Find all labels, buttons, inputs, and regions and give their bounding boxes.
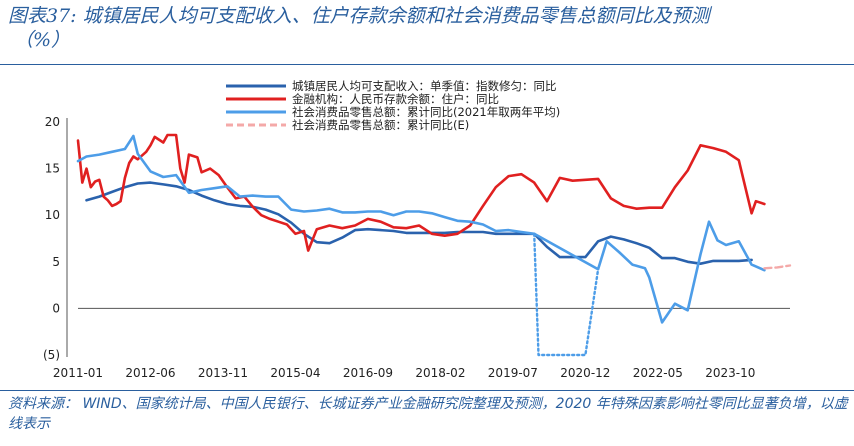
series-line — [76, 133, 766, 252]
chart-legend: 城镇居民人均可支配收入：单季值：指数修匀：同比金融机构：人民币存款余额：住户：同… — [226, 79, 560, 132]
series-line — [533, 232, 600, 357]
x-tick-label: 2013-11 — [198, 366, 248, 380]
x-tick-label: 2019-07 — [488, 366, 538, 380]
chart-series — [76, 133, 792, 357]
source-note: 资料来源： WIND、国家统计局、中国人民银行、长城证券产业金融研究院整理及预测… — [8, 396, 848, 432]
legend-label: 社会消费品零售总额：累计同比(E) — [292, 118, 469, 132]
legend-label: 社会消费品零售总额：累计同比(2021年取两年平均) — [292, 105, 560, 119]
x-tick-label: 2011-01 — [53, 366, 103, 380]
series-line — [76, 134, 766, 324]
title-rule — [0, 64, 854, 65]
series-line — [85, 181, 753, 266]
chart-canvas: 城镇居民人均可支配收入：单季值：指数修匀：同比金融机构：人民币存款余额：住户：同… — [43, 79, 792, 380]
legend-label: 城镇居民人均可支配收入：单季值：指数修匀：同比 — [292, 79, 557, 93]
y-tick-label: 15 — [45, 162, 60, 176]
x-tick-label: 2016-09 — [343, 366, 393, 380]
legend-label: 金融机构：人民币存款余额：住户：同比 — [292, 92, 499, 106]
y-tick-label: 5 — [52, 255, 60, 269]
source-rule — [0, 390, 854, 391]
chart-axes: 20 15 10 5 0 (5) 2011-01 2012-06 2013-11 2015-04 2… — [43, 115, 790, 380]
y-tick-label: 10 — [45, 208, 60, 222]
chart-title-line2: （%） — [14, 29, 71, 51]
y-tick-label: (5) — [43, 348, 60, 362]
x-tick-label: 2012-06 — [125, 366, 175, 380]
x-tick-label: 2022-05 — [633, 366, 683, 380]
y-tick-label: 20 — [45, 115, 60, 129]
chart-title: 图表37: 城镇居民人均可支配收入、住户存款余额和社会消费品零售总额同比及预测 … — [8, 4, 854, 52]
x-tick-label: 2023-10 — [705, 366, 755, 380]
x-tick-label: 2020-12 — [560, 366, 610, 380]
series-line — [763, 264, 792, 270]
chart-title-line1: 图表37: 城镇居民人均可支配收入、住户存款余额和社会消费品零售总额同比及预测 — [8, 5, 710, 27]
x-tick-label: 2015-04 — [270, 366, 320, 380]
x-tick-label: 2018-02 — [415, 366, 465, 380]
y-tick-label: 0 — [52, 301, 60, 315]
